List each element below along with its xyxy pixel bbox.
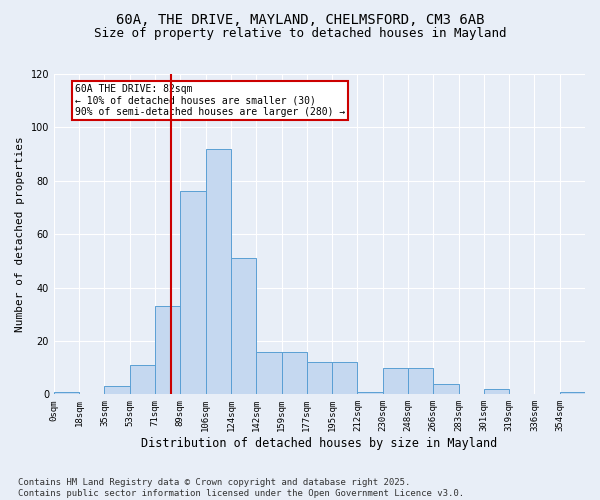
Bar	[281, 352, 307, 395]
Bar	[130, 365, 155, 394]
Bar	[332, 362, 358, 394]
Bar	[408, 368, 433, 394]
Y-axis label: Number of detached properties: Number of detached properties	[15, 136, 25, 332]
Bar	[206, 148, 231, 394]
Bar	[231, 258, 256, 394]
X-axis label: Distribution of detached houses by size in Mayland: Distribution of detached houses by size …	[142, 437, 497, 450]
Bar	[484, 389, 509, 394]
Bar	[433, 384, 458, 394]
Text: Contains HM Land Registry data © Crown copyright and database right 2025.
Contai: Contains HM Land Registry data © Crown c…	[18, 478, 464, 498]
Bar	[358, 392, 383, 394]
Text: 60A, THE DRIVE, MAYLAND, CHELMSFORD, CM3 6AB: 60A, THE DRIVE, MAYLAND, CHELMSFORD, CM3…	[116, 12, 484, 26]
Text: Size of property relative to detached houses in Mayland: Size of property relative to detached ho…	[94, 28, 506, 40]
Bar	[307, 362, 332, 394]
Bar	[181, 192, 206, 394]
Bar	[54, 392, 79, 394]
Bar	[155, 306, 181, 394]
Bar	[256, 352, 281, 395]
Text: 60A THE DRIVE: 82sqm
← 10% of detached houses are smaller (30)
90% of semi-detac: 60A THE DRIVE: 82sqm ← 10% of detached h…	[75, 84, 346, 117]
Bar	[560, 392, 585, 394]
Bar	[104, 386, 130, 394]
Bar	[383, 368, 408, 394]
